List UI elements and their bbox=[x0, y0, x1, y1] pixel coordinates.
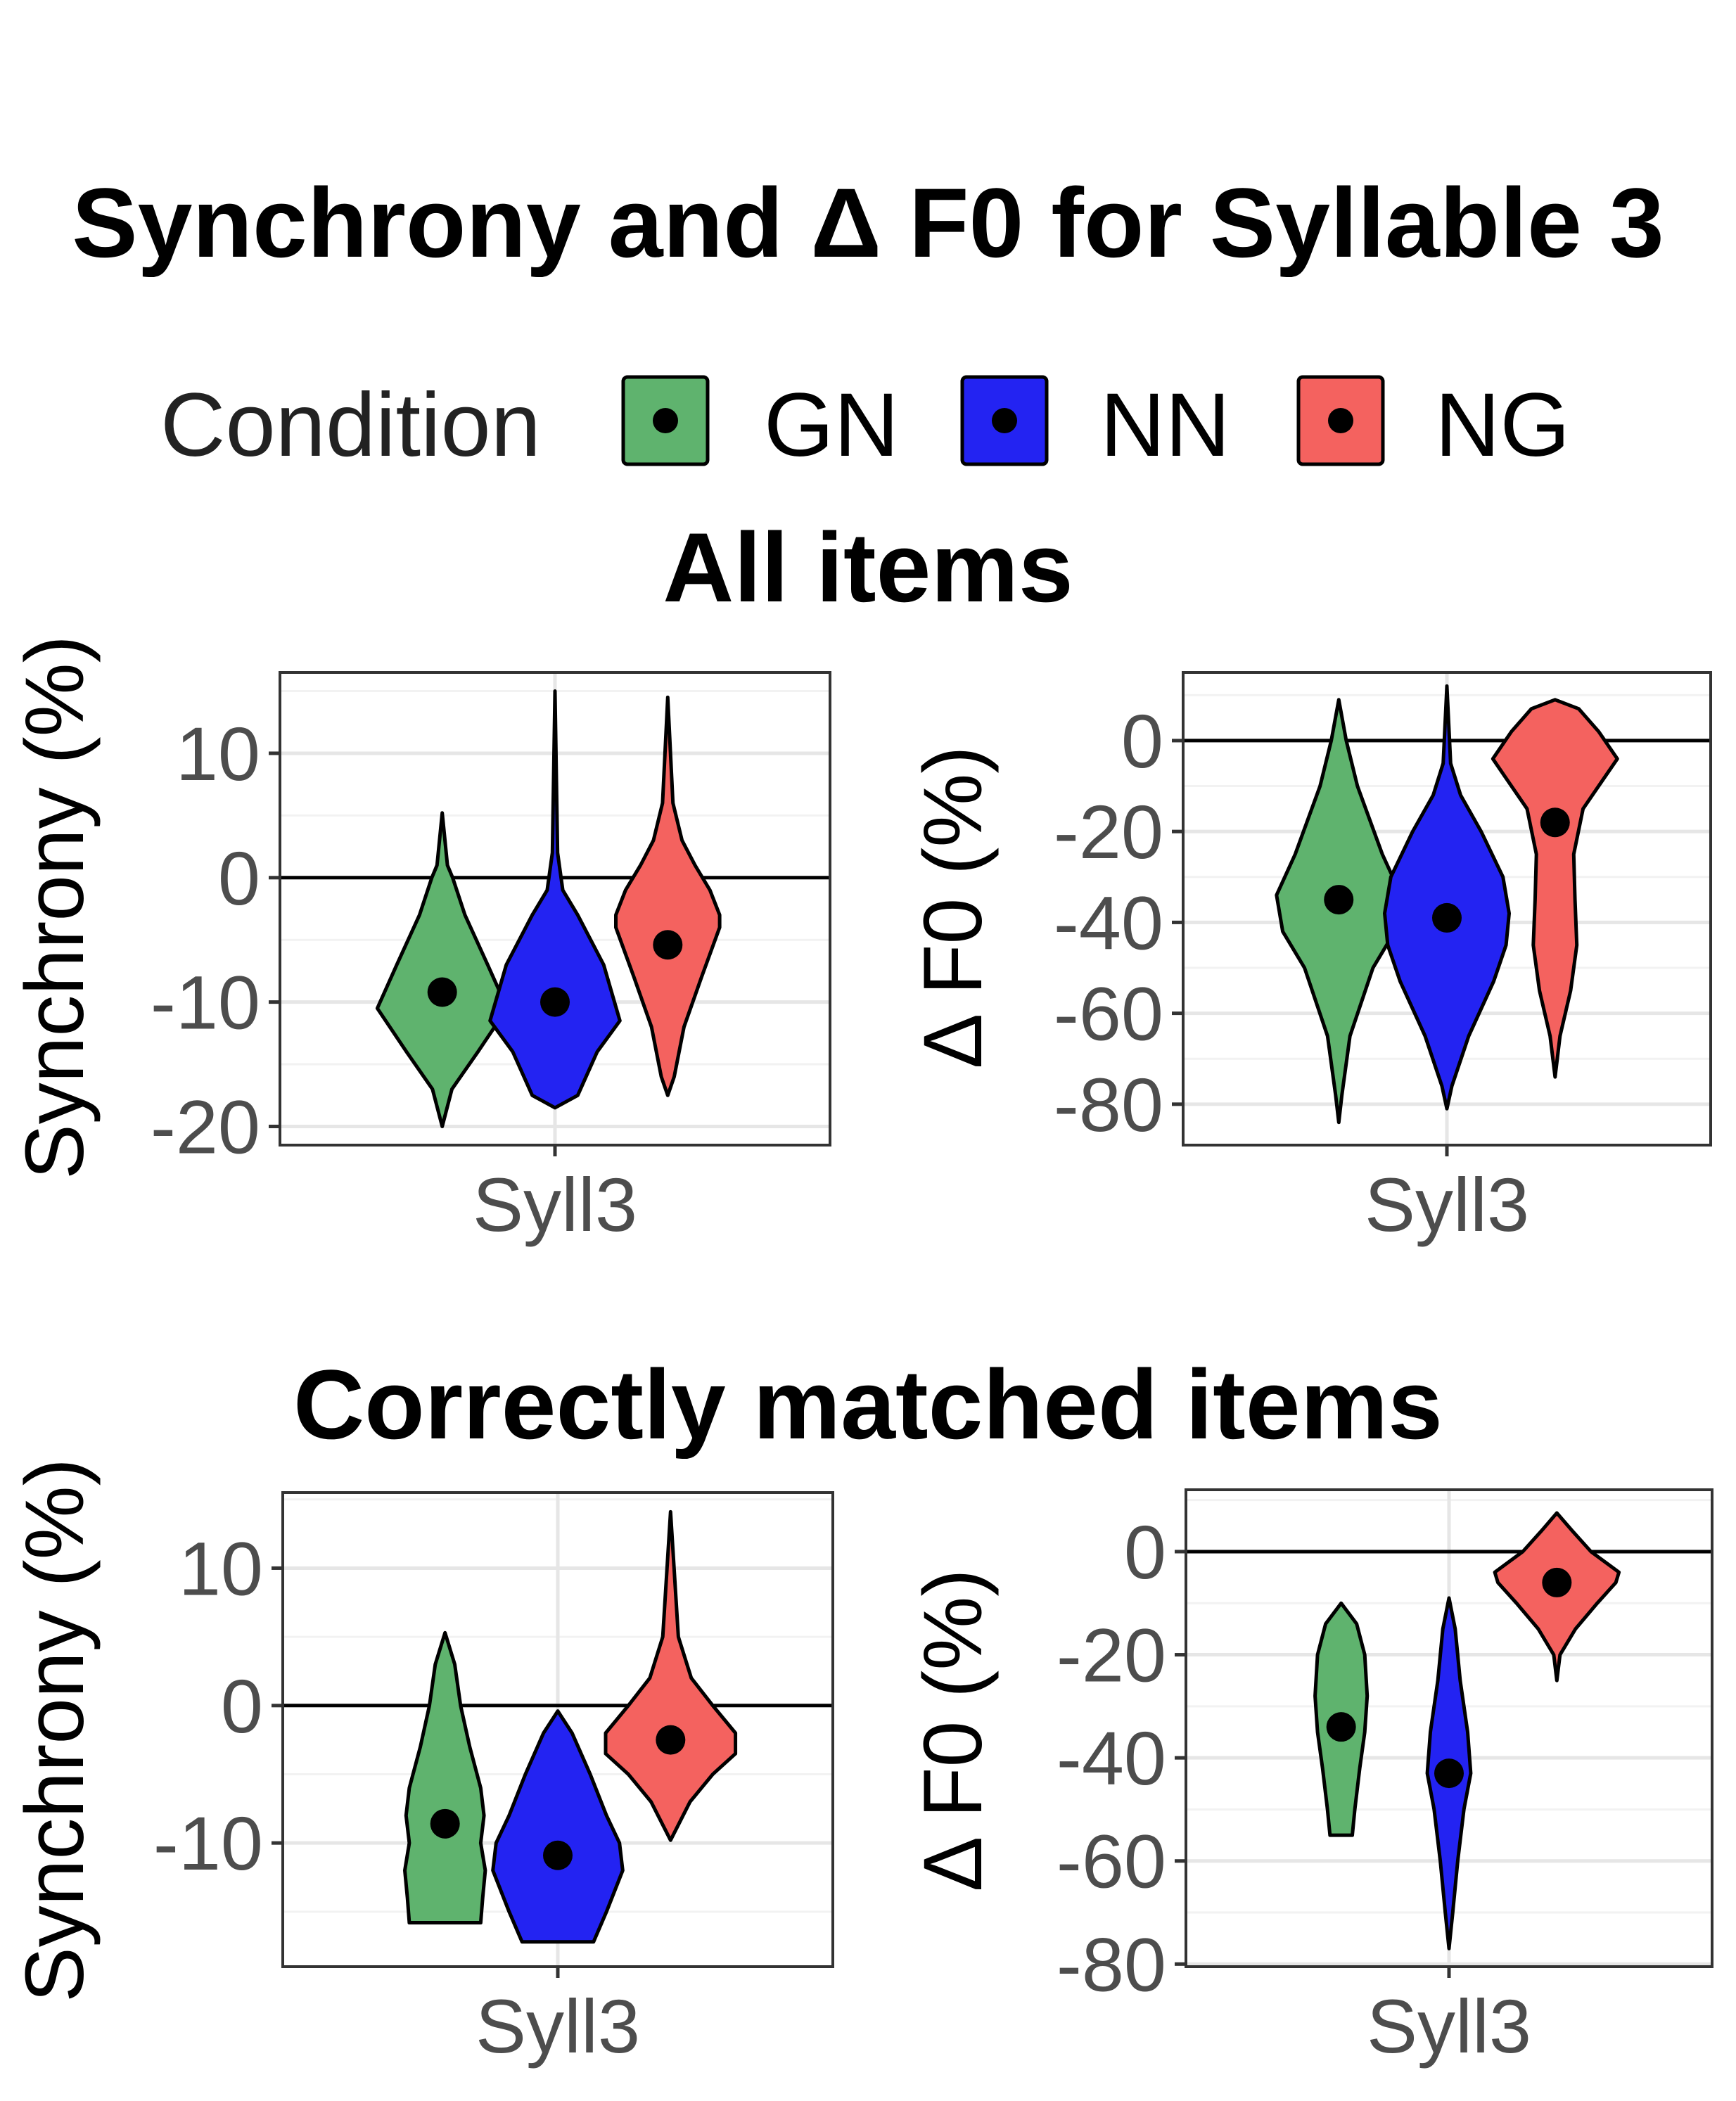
y-tick-label: -10 bbox=[151, 960, 260, 1045]
legend-title: Condition bbox=[160, 375, 541, 475]
legend-entry-ng: NG bbox=[1296, 375, 1570, 475]
legend-key-point bbox=[1328, 408, 1353, 433]
x-tick-label: Syll3 bbox=[476, 1984, 640, 2069]
y-tick-label: 0 bbox=[218, 836, 260, 921]
median-point-gn bbox=[1324, 885, 1354, 915]
y-tick-label: 10 bbox=[179, 1526, 263, 1611]
y-tick-label: -10 bbox=[153, 1801, 263, 1886]
median-point-nn bbox=[1432, 902, 1462, 933]
x-tick-label: Syll3 bbox=[473, 1162, 637, 1247]
violin-ng bbox=[1491, 698, 1619, 1079]
figure-title: Synchrony and Δ F0 for Syllable 3 bbox=[72, 167, 1664, 278]
y-tick-label: 0 bbox=[1124, 1509, 1166, 1595]
median-point-gn bbox=[427, 977, 457, 1007]
panel-3: 10 0 -10 Syll3 Synchrony (%) bbox=[8, 1458, 834, 2069]
median-point-nn bbox=[540, 987, 570, 1017]
y-tick-label: 0 bbox=[221, 1663, 263, 1749]
legend-label-ng: NG bbox=[1435, 375, 1570, 475]
panel-1: 10 0 -10 -20 Syll3 Synchrony (%) bbox=[8, 635, 831, 1247]
median-point-ng bbox=[1540, 807, 1570, 838]
legend-entry-nn: NN bbox=[960, 375, 1230, 475]
section-title-all-items: All items bbox=[663, 512, 1073, 622]
y-tick-label: 0 bbox=[1121, 698, 1163, 784]
legend-key-point bbox=[653, 408, 678, 433]
violin-gn bbox=[403, 1630, 487, 1924]
y-tick-label: -80 bbox=[1054, 1062, 1163, 1147]
legend-key-point bbox=[992, 408, 1017, 433]
y-tick-label: 10 bbox=[176, 711, 260, 796]
legend-entry-gn: GN bbox=[621, 375, 899, 475]
legend: Condition GN NN NG bbox=[160, 375, 1570, 475]
median-point-nn bbox=[543, 1840, 573, 1870]
median-point-gn bbox=[430, 1808, 460, 1839]
legend-label-nn: NN bbox=[1100, 375, 1230, 475]
y-axis-title: Synchrony (%) bbox=[8, 635, 101, 1180]
violin-ng bbox=[614, 695, 722, 1097]
y-tick-label: -80 bbox=[1057, 1922, 1166, 2007]
y-tick-label: -60 bbox=[1054, 971, 1163, 1056]
median-point-ng bbox=[653, 930, 683, 960]
median-point-gn bbox=[1326, 1712, 1356, 1742]
x-tick-label: Syll3 bbox=[1367, 1984, 1531, 2069]
section-title-correct-items: Correctly matched items bbox=[293, 1349, 1443, 1460]
y-tick-label: -40 bbox=[1057, 1716, 1166, 1801]
y-tick-label: -20 bbox=[1057, 1613, 1166, 1698]
median-point-nn bbox=[1434, 1758, 1464, 1789]
violin-nn bbox=[491, 1709, 625, 1944]
panel-2: 0-20-40-60-80 Syll3 Δ F0 (%) bbox=[907, 671, 1712, 1247]
median-point-ng bbox=[1542, 1567, 1572, 1597]
violin-nn bbox=[1383, 684, 1511, 1111]
y-tick-label: -60 bbox=[1057, 1819, 1166, 1904]
panel-4: 0 -20 -40 -60 -80 Syll3 Δ F0 (%) bbox=[907, 1488, 1713, 2069]
legend-label-gn: GN bbox=[764, 375, 899, 475]
violin-nn bbox=[488, 689, 622, 1110]
violin-ng bbox=[604, 1509, 738, 1842]
y-tick-label: -40 bbox=[1054, 880, 1163, 965]
x-tick-label: Syll3 bbox=[1365, 1162, 1529, 1247]
median-point-ng bbox=[656, 1725, 686, 1755]
y-axis-title: Synchrony (%) bbox=[8, 1458, 101, 2003]
y-axis-title: Δ F0 (%) bbox=[907, 746, 1000, 1068]
y-tick-label: -20 bbox=[151, 1084, 260, 1169]
y-tick-label: -20 bbox=[1054, 789, 1163, 874]
y-axis-title: Δ F0 (%) bbox=[907, 1569, 1000, 1891]
